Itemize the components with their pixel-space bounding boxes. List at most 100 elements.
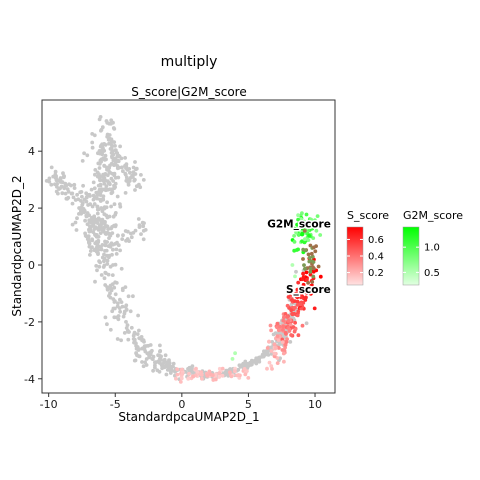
- cell-point: [264, 349, 268, 354]
- cell-point: [93, 168, 98, 172]
- cell-point: [49, 165, 54, 170]
- cell-point: [292, 226, 297, 231]
- cell-point: [195, 370, 200, 374]
- cell-point: [85, 222, 90, 227]
- cell-point: [170, 364, 175, 369]
- cell-point: [136, 313, 141, 318]
- cell-point: [111, 126, 116, 130]
- cell-point: [53, 182, 57, 187]
- cell-point: [98, 199, 103, 203]
- cell-point: [118, 202, 122, 207]
- cell-point: [290, 263, 295, 267]
- cell-point: [148, 350, 152, 355]
- cell-point: [99, 128, 103, 133]
- cell-point: [100, 207, 105, 212]
- cell-point: [112, 202, 117, 207]
- cell-point: [101, 194, 106, 199]
- cell-point: [211, 378, 216, 382]
- cell-point: [96, 251, 100, 255]
- cell-point: [300, 239, 304, 244]
- cell-point: [105, 322, 109, 327]
- cell-point: [137, 328, 141, 333]
- y-tick-label: -2: [24, 316, 35, 329]
- cell-point: [64, 196, 69, 201]
- cell-point: [267, 360, 272, 365]
- cell-point: [306, 252, 311, 257]
- cell-point: [94, 264, 99, 268]
- cell-point: [186, 377, 191, 381]
- cell-point: [296, 280, 301, 285]
- cell-point: [60, 180, 65, 185]
- cell-point: [109, 146, 114, 150]
- cell-point: [102, 212, 107, 217]
- cell-point: [294, 291, 298, 296]
- cell-point: [88, 220, 93, 225]
- cell-point: [90, 145, 95, 150]
- cell-point: [269, 349, 274, 353]
- cell-point: [96, 207, 101, 212]
- y-tick-label: 0: [28, 259, 35, 272]
- cell-point: [114, 281, 119, 285]
- cell-point: [295, 313, 300, 318]
- chart-subtitle: S_score|G2M_score: [131, 85, 246, 99]
- points-layer: [44, 115, 323, 384]
- cell-point: [103, 243, 107, 247]
- cell-point: [79, 207, 83, 211]
- cell-point: [308, 287, 313, 292]
- cell-point: [109, 204, 113, 209]
- legend-colorbar: [402, 226, 420, 286]
- cell-point: [90, 204, 95, 209]
- cell-point: [111, 214, 116, 219]
- cell-point: [122, 331, 127, 335]
- cell-point: [103, 239, 107, 244]
- cell-point: [98, 260, 102, 265]
- cell-point: [188, 367, 193, 371]
- cell-point: [88, 249, 93, 253]
- cell-point: [174, 376, 178, 381]
- cell-point: [158, 354, 162, 358]
- cell-point: [129, 231, 133, 236]
- y-axis-title: StandardpcaUMAP2D_2: [10, 175, 24, 316]
- cell-point: [241, 361, 246, 366]
- cell-point: [141, 364, 146, 369]
- cell-point: [102, 164, 107, 168]
- cell-point: [92, 195, 97, 199]
- cell-point: [293, 274, 297, 279]
- cell-point: [93, 225, 98, 230]
- cell-point: [79, 190, 84, 194]
- cell-point: [290, 298, 294, 302]
- cell-point: [81, 183, 85, 188]
- cell-point: [87, 213, 91, 218]
- cell-point: [80, 159, 85, 163]
- cell-point: [280, 340, 285, 344]
- cell-point: [118, 248, 122, 253]
- cell-point: [114, 252, 119, 256]
- cell-point: [115, 194, 120, 199]
- cell-point: [110, 273, 115, 277]
- cell-point: [97, 117, 102, 122]
- cell-point: [98, 158, 103, 163]
- cell-point: [134, 351, 139, 355]
- cell-point: [295, 299, 300, 304]
- cell-point: [282, 315, 286, 320]
- cell-point: [311, 274, 316, 279]
- cell-point: [107, 165, 112, 170]
- cell-point: [146, 343, 151, 348]
- cell-point: [105, 262, 110, 266]
- cell-point: [124, 175, 129, 180]
- cell-point: [70, 222, 75, 227]
- cell-point: [54, 176, 59, 181]
- cell-point: [133, 177, 137, 182]
- legend-tick-label: 0.5: [424, 268, 440, 279]
- cell-point: [283, 312, 288, 316]
- cell-point: [90, 140, 95, 145]
- cell-point: [187, 371, 191, 376]
- cell-point: [121, 233, 125, 238]
- x-tick-label: 5: [245, 398, 252, 411]
- cell-point: [102, 276, 107, 281]
- cell-point: [228, 370, 232, 375]
- cell-point: [165, 360, 170, 365]
- cell-point: [133, 172, 138, 176]
- cell-point: [281, 318, 286, 323]
- cell-point: [132, 330, 137, 335]
